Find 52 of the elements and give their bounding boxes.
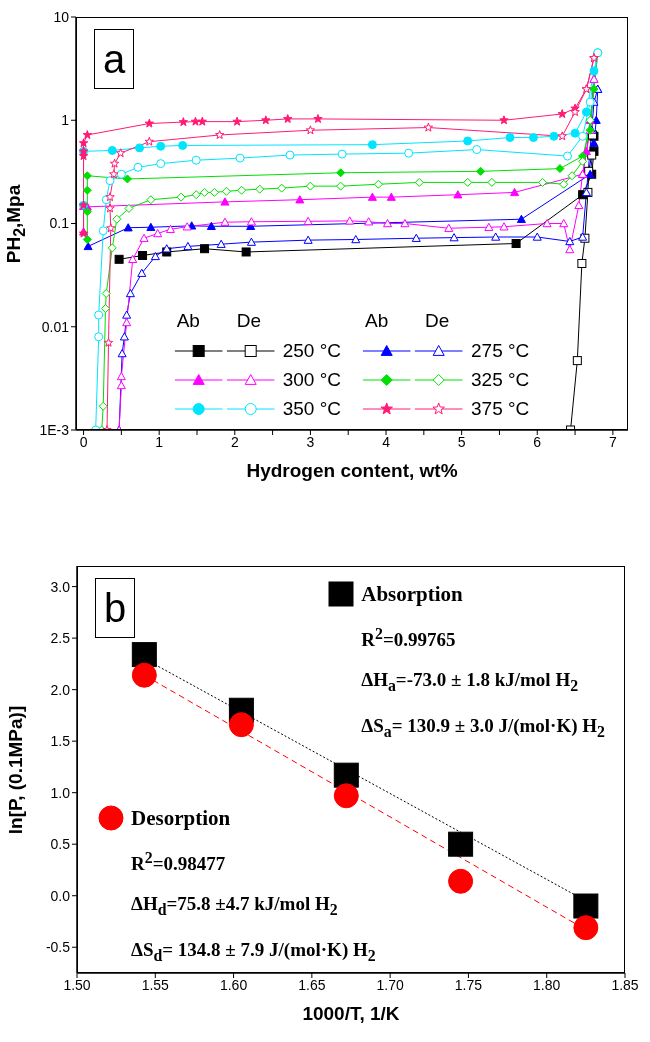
x-tick-label: 2 <box>230 433 239 450</box>
x-tick-label: 5 <box>457 433 466 450</box>
x-tick-label: 3 <box>306 433 315 450</box>
y-tick-label: 0.5 <box>50 836 71 853</box>
y-tick-label: -0.5 <box>45 939 71 956</box>
annotation: ΔH$_{a}$=-73.0 ± 1.8 kJ/mol H$_{2}$ <box>361 669 579 695</box>
legend-label: Desorption <box>131 804 231 832</box>
x-tick-label: 7 <box>608 433 617 450</box>
legend-label: 350 °C <box>282 397 341 420</box>
y-tick-label: 3.0 <box>50 578 71 595</box>
annotation: R$^{2}$=0.98477 <box>131 848 226 875</box>
x-axis-title: Hydrogen content, wt% <box>246 460 458 481</box>
x-tick-label: 1.75 <box>454 976 483 993</box>
legend-label: 325 °C <box>471 368 530 391</box>
annotation: De <box>235 310 262 333</box>
y-tick-label: 1.0 <box>50 784 71 801</box>
legend-label: 250 °C <box>282 339 341 362</box>
x-tick-label: 1.65 <box>298 976 326 993</box>
annotation: De <box>424 310 451 333</box>
y-tick-label: 1E-3 <box>39 421 70 438</box>
x-axis-title: 1000/T, 1/K <box>302 1003 400 1024</box>
x-tick-label: 1.60 <box>219 976 248 993</box>
y-tick-label: 0.1 <box>49 215 70 232</box>
y-axis-title: ln[P, (0.1MPa)] <box>5 705 26 834</box>
annotation: ΔS$_{d}$= 134.8 ± 7.9 J/(mol·K) H$_{2}$ <box>131 939 376 964</box>
x-tick-label: 6 <box>533 433 542 450</box>
annotation: Ab <box>364 310 390 333</box>
annotation: a <box>94 29 135 89</box>
legend-label: 375 °C <box>471 397 530 420</box>
x-tick-label: 1 <box>155 433 164 450</box>
x-tick-label: 1.55 <box>141 976 170 993</box>
x-tick-label: 1.85 <box>611 976 639 993</box>
x-tick-label: 1.50 <box>63 976 91 993</box>
y-tick-label: 1 <box>61 112 70 129</box>
x-tick-label: 1.80 <box>533 976 561 993</box>
annotation: Ab <box>175 310 201 333</box>
y-tick-label: 2.0 <box>50 681 71 698</box>
x-tick-label: 1.70 <box>376 976 404 993</box>
legend-label: Absorption <box>361 581 463 608</box>
y-tick-label: 0.0 <box>50 887 71 904</box>
y-tick-label: 2.5 <box>50 630 71 647</box>
legend-label: 300 °C <box>282 368 341 391</box>
x-tick-label: 4 <box>382 433 391 450</box>
annotation: R$^{2}$=0.99765 <box>361 625 456 651</box>
annotation: b <box>95 578 136 638</box>
annotation: ΔS$_{a}$= 130.9 ± 3.0 J/(mol·K) H$_{2}$ <box>361 715 605 740</box>
y-tick-label: 10 <box>53 8 70 25</box>
legend-label: 275 °C <box>471 339 530 362</box>
y-tick-label: 1.5 <box>50 733 71 750</box>
annotation: ΔH$_{d}$=75.8 ±4.7 kJ/mol H$_{2}$ <box>131 893 338 919</box>
y-tick-label: 0.01 <box>41 318 70 335</box>
x-tick-label: 0 <box>79 433 88 450</box>
